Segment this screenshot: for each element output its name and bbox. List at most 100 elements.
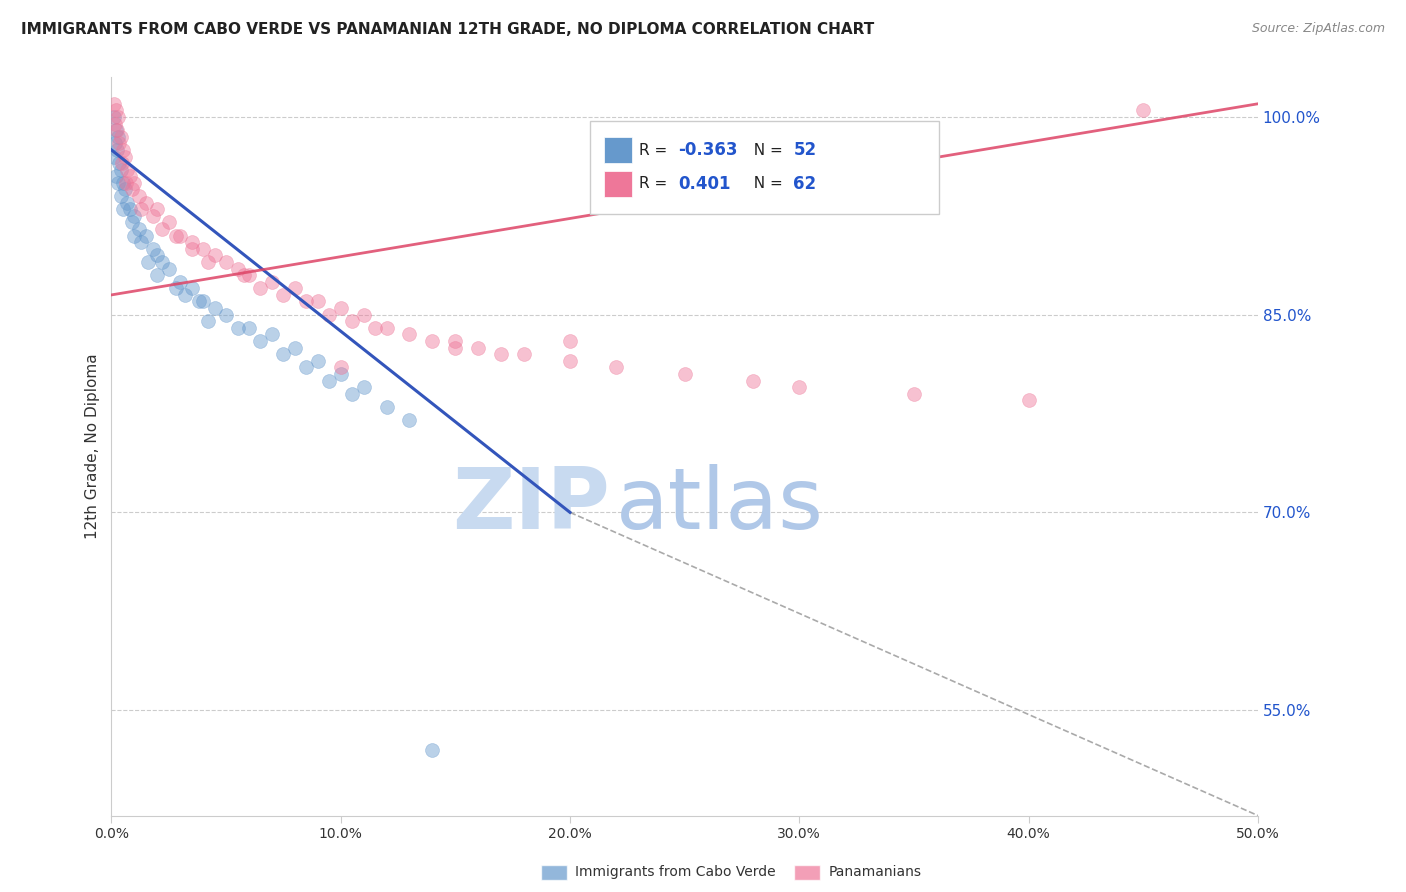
Point: [903, 386, 925, 401]
Text: 52: 52: [793, 142, 817, 160]
Text: R =: R =: [638, 177, 672, 191]
Text: IMMIGRANTS FROM CABO VERDE VS PANAMANIAN 12TH GRADE, NO DIPLOMA CORRELATION CHAR: IMMIGRANTS FROM CABO VERDE VS PANAMANIAN…: [21, 22, 875, 37]
Point: [103, 96, 125, 111]
Point: [226, 261, 249, 276]
Point: [108, 156, 131, 170]
Point: [103, 110, 125, 124]
Point: [273, 288, 295, 302]
Point: [118, 202, 141, 217]
Point: [114, 182, 136, 196]
Point: [318, 308, 340, 322]
Text: 62: 62: [793, 175, 817, 193]
Point: [375, 400, 398, 414]
Point: [284, 281, 307, 295]
Point: [157, 215, 180, 229]
Point: [180, 281, 202, 295]
Point: [118, 169, 141, 184]
Point: [295, 360, 318, 375]
Point: [111, 202, 134, 217]
Point: [111, 176, 134, 190]
Point: [129, 202, 152, 217]
Text: -0.363: -0.363: [678, 142, 738, 160]
Text: R =: R =: [638, 143, 672, 158]
Point: [422, 742, 444, 756]
Point: [124, 228, 146, 243]
Point: [249, 281, 271, 295]
Point: [398, 413, 420, 427]
Point: [146, 268, 169, 282]
Point: [165, 228, 187, 243]
Point: [142, 209, 165, 223]
Point: [329, 360, 352, 375]
Point: [197, 255, 219, 269]
Point: [111, 156, 134, 170]
Point: [215, 308, 238, 322]
Point: [187, 294, 209, 309]
Point: [444, 334, 467, 348]
Point: [135, 195, 157, 210]
Point: [489, 347, 512, 361]
Point: [180, 235, 202, 250]
Point: [204, 301, 226, 315]
Point: [398, 327, 420, 342]
Point: [117, 162, 139, 177]
Point: [467, 341, 489, 355]
Point: [307, 294, 329, 309]
Point: [180, 242, 202, 256]
Point: [260, 275, 283, 289]
Point: [173, 288, 195, 302]
Point: [107, 110, 129, 124]
Point: [284, 341, 307, 355]
Point: [191, 242, 214, 256]
Point: [364, 321, 387, 335]
Point: [238, 321, 260, 335]
Point: [353, 308, 375, 322]
Text: N =: N =: [744, 177, 787, 191]
Point: [233, 268, 256, 282]
Point: [105, 169, 128, 184]
Text: Immigrants from Cabo Verde: Immigrants from Cabo Verde: [575, 865, 776, 880]
Text: ZIP: ZIP: [453, 464, 610, 547]
Point: [340, 386, 363, 401]
Point: [165, 281, 187, 295]
Point: [107, 129, 129, 144]
Point: [273, 347, 295, 361]
Point: [110, 189, 132, 203]
Point: [115, 176, 138, 190]
Point: [238, 268, 260, 282]
Point: [353, 380, 375, 394]
Point: [444, 341, 467, 355]
Text: Source: ZipAtlas.com: Source: ZipAtlas.com: [1251, 22, 1385, 36]
Point: [422, 334, 444, 348]
Point: [128, 189, 150, 203]
Text: 0.401: 0.401: [678, 175, 731, 193]
Point: [135, 228, 157, 243]
Point: [121, 182, 143, 196]
Point: [129, 235, 152, 250]
Point: [105, 103, 128, 118]
Point: [128, 222, 150, 236]
Point: [157, 261, 180, 276]
Text: N =: N =: [744, 143, 787, 158]
Point: [742, 374, 765, 388]
Point: [329, 301, 352, 315]
Point: [1018, 393, 1040, 408]
Point: [249, 334, 271, 348]
Point: [111, 143, 134, 157]
Point: [605, 360, 627, 375]
Point: [114, 149, 136, 163]
Point: [307, 353, 329, 368]
Point: [124, 176, 146, 190]
Point: [124, 209, 146, 223]
Point: [295, 294, 318, 309]
Y-axis label: 12th Grade, No Diploma: 12th Grade, No Diploma: [86, 353, 100, 540]
Point: [110, 129, 132, 144]
Point: [558, 334, 581, 348]
Point: [197, 314, 219, 328]
Point: [142, 242, 165, 256]
Point: [787, 380, 810, 394]
Point: [136, 255, 159, 269]
Point: [108, 136, 131, 151]
Point: [375, 321, 398, 335]
Point: [204, 248, 226, 262]
